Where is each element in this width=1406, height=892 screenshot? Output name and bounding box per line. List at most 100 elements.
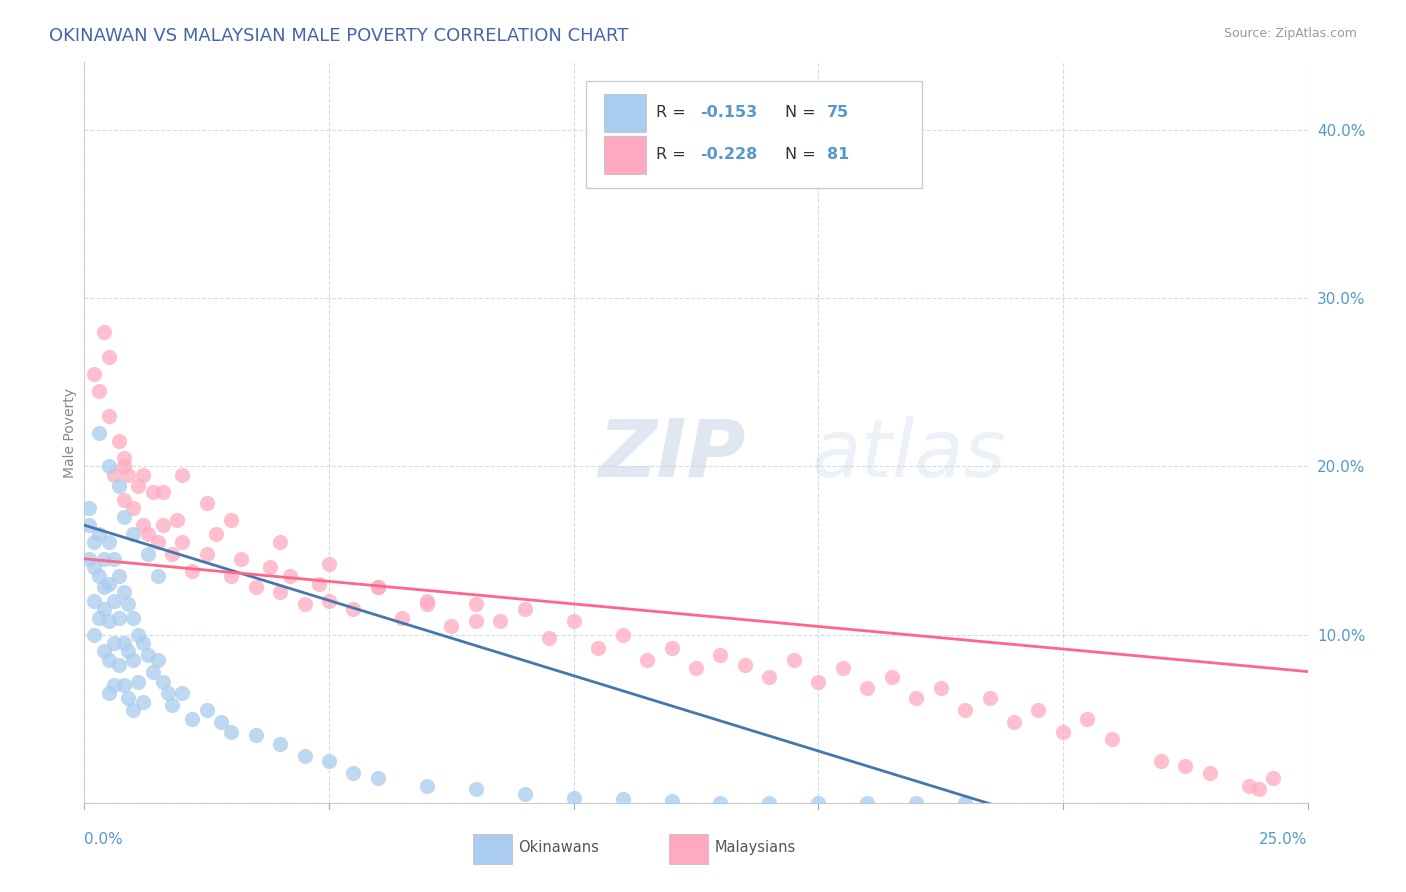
Point xyxy=(97,686,120,700)
Text: 25.0%: 25.0% xyxy=(1260,832,1308,847)
Point xyxy=(562,790,585,805)
Point xyxy=(464,614,486,628)
Point xyxy=(87,384,110,398)
Point xyxy=(1237,779,1260,793)
Point xyxy=(709,796,731,810)
Point xyxy=(132,695,155,709)
Point xyxy=(97,459,120,474)
Text: ZIP: ZIP xyxy=(598,416,745,494)
Point xyxy=(929,681,952,696)
Point xyxy=(142,484,165,499)
Point xyxy=(294,748,316,763)
Point xyxy=(979,691,1001,706)
Point xyxy=(856,796,879,810)
Point xyxy=(136,648,159,662)
Point xyxy=(112,450,135,465)
Text: atlas: atlas xyxy=(813,416,1007,494)
Point xyxy=(112,492,135,507)
Point xyxy=(152,518,174,533)
Point xyxy=(953,703,976,717)
Point xyxy=(612,792,634,806)
Text: R =: R = xyxy=(655,147,690,162)
FancyBboxPatch shape xyxy=(605,94,645,132)
Point xyxy=(107,479,129,493)
Point xyxy=(103,636,125,650)
Point xyxy=(172,535,194,549)
Point xyxy=(219,725,242,739)
Point xyxy=(103,551,125,566)
Point xyxy=(97,614,120,628)
Point xyxy=(97,577,120,591)
Point xyxy=(1150,754,1173,768)
Point xyxy=(880,670,903,684)
Point xyxy=(172,686,194,700)
Point xyxy=(132,467,155,482)
Point xyxy=(87,425,110,440)
Text: R =: R = xyxy=(655,105,690,120)
Point xyxy=(112,509,135,524)
Point xyxy=(181,712,204,726)
Y-axis label: Male Poverty: Male Poverty xyxy=(63,388,77,477)
Point xyxy=(97,409,120,423)
Point xyxy=(709,648,731,662)
Point xyxy=(342,765,364,780)
Point xyxy=(142,665,165,679)
Point xyxy=(127,627,149,641)
Text: 0.0%: 0.0% xyxy=(84,832,124,847)
Point xyxy=(77,501,100,516)
Point xyxy=(513,602,536,616)
Point xyxy=(758,670,780,684)
Point xyxy=(127,674,149,689)
Point xyxy=(1076,712,1098,726)
Point xyxy=(103,594,125,608)
Point xyxy=(107,610,129,624)
Point xyxy=(905,691,928,706)
Point xyxy=(513,788,536,802)
Point xyxy=(367,581,389,595)
Point xyxy=(259,560,281,574)
Point xyxy=(209,714,232,729)
Text: -0.153: -0.153 xyxy=(700,105,756,120)
Point xyxy=(83,560,105,574)
Point xyxy=(117,597,139,611)
Point xyxy=(166,513,188,527)
Point xyxy=(294,597,316,611)
Point xyxy=(97,535,120,549)
Point xyxy=(117,467,139,482)
Point xyxy=(318,754,340,768)
Point xyxy=(367,581,389,595)
Point xyxy=(93,581,115,595)
Point xyxy=(122,610,145,624)
Point xyxy=(117,691,139,706)
Point xyxy=(758,796,780,810)
Point xyxy=(440,619,463,633)
Text: N =: N = xyxy=(786,147,821,162)
Point xyxy=(83,594,105,608)
Point xyxy=(77,551,100,566)
Point xyxy=(122,703,145,717)
Point xyxy=(195,496,218,510)
Point xyxy=(152,674,174,689)
Point xyxy=(117,644,139,658)
Point xyxy=(181,564,204,578)
Point xyxy=(489,614,512,628)
Point xyxy=(269,737,291,751)
Point xyxy=(112,678,135,692)
Point xyxy=(83,535,105,549)
Point xyxy=(219,568,242,582)
Text: Malaysians: Malaysians xyxy=(714,839,796,855)
Point xyxy=(87,526,110,541)
Point xyxy=(156,686,179,700)
Point xyxy=(831,661,853,675)
Point xyxy=(146,653,169,667)
Point xyxy=(416,594,439,608)
Point xyxy=(905,796,928,810)
Point xyxy=(107,568,129,582)
Point xyxy=(245,581,267,595)
Point xyxy=(112,636,135,650)
Point xyxy=(1002,714,1025,729)
Point xyxy=(112,459,135,474)
Point xyxy=(93,551,115,566)
Point xyxy=(172,467,194,482)
Point xyxy=(205,526,228,541)
